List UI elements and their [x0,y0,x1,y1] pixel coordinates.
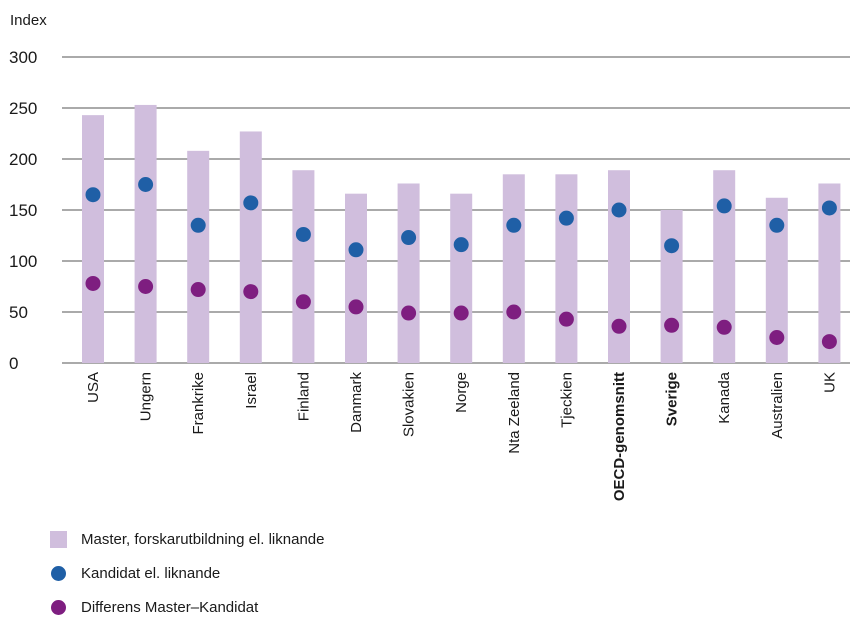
bar-master [292,170,315,363]
point-kandidat [348,242,364,258]
x-tick-label: USA [85,372,102,403]
legend-swatch-kandidat [51,565,66,581]
point-kandidat [295,226,311,242]
y-tick-label: 300 [9,48,37,67]
legend-swatch-master [50,530,67,548]
point-kandidat [611,202,627,218]
bar-master [82,115,104,363]
point-kandidat [716,198,732,214]
legend-swatch-differens [51,599,66,615]
point-kandidat [190,217,206,233]
y-tick-label: 0 [9,354,18,373]
legend-label-differens: Differens Master–Kandidat [81,598,259,616]
y-axis-label: Index [10,12,47,29]
point-differens [348,299,364,315]
y-tick-labels: 0 50 100 150 200 250 300 [9,48,37,373]
legend-label-master: Master, forskarutbildning el. liknande [81,530,325,548]
point-differens [821,334,837,350]
x-tick-label: Norge [453,372,470,413]
bar-master [818,183,841,363]
point-kandidat [558,210,574,226]
bar-master [608,170,630,363]
x-tick-label: Slovakien [401,372,418,437]
point-differens [558,311,574,327]
legend-label-kandidat: Kandidat el. liknande [81,564,221,582]
differens-dots [85,275,837,350]
x-tick-label: Kanada [716,371,733,423]
point-kandidat [453,237,469,253]
y-tick-label: 150 [9,201,37,220]
x-tick-label: Nta Zeeland [506,372,523,454]
legend-item-master: Master, forskarutbildning el. liknande [50,522,324,556]
bar-master [502,174,525,363]
bar-master [397,183,420,363]
point-differens [295,294,311,310]
y-tick-label: 250 [9,99,37,118]
kandidat-dots [85,177,837,258]
bar-master [450,193,473,363]
point-differens [716,319,732,335]
bar-master [555,174,578,363]
point-kandidat [401,230,417,246]
x-tick-label: Finland [295,372,312,421]
x-tick-label: OECD-genomsnitt [611,372,628,501]
point-differens [243,284,259,300]
x-tick-label: Tjeckien [558,372,575,428]
y-tick-label: 200 [9,150,37,169]
point-kandidat [243,195,259,211]
point-kandidat [821,200,837,216]
bar-master [134,104,157,363]
bar-master [765,197,788,363]
x-tick-label: Sverige [664,372,681,426]
x-tick-label: Ungern [138,372,155,421]
point-kandidat [138,177,154,192]
bar-master [713,170,736,363]
x-tick-label: Danmark [348,372,365,433]
x-tick-label: Australien [769,372,786,439]
x-tick-label: Israel [243,372,260,409]
x-category-labels: USA Ungern Frankrike Israel Finland Danmark Sl… [85,371,838,501]
y-tick-label: 100 [9,252,37,271]
legend-item-differens: Differens Master–Kandidat [50,590,324,624]
legend: Master, forskarutbildning el. liknande K… [50,522,324,624]
point-kandidat [85,187,101,203]
x-tick-label: UK [821,372,838,393]
bar-master [239,131,262,363]
bar-master [660,210,683,363]
point-differens [611,318,627,334]
point-differens [664,317,680,333]
point-differens [769,330,785,345]
point-differens [401,305,417,321]
x-tick-label: Frankrike [190,372,207,435]
point-differens [85,275,101,291]
legend-item-kandidat: Kandidat el. liknande [50,556,324,590]
point-kandidat [506,217,522,233]
y-tick-label: 50 [9,303,28,322]
point-differens [506,304,522,320]
point-kandidat [664,238,680,254]
point-differens [453,305,469,321]
point-differens [190,282,206,298]
point-differens [138,279,154,294]
point-kandidat [769,217,785,233]
bar-master [187,150,210,363]
bar-master [345,193,367,363]
